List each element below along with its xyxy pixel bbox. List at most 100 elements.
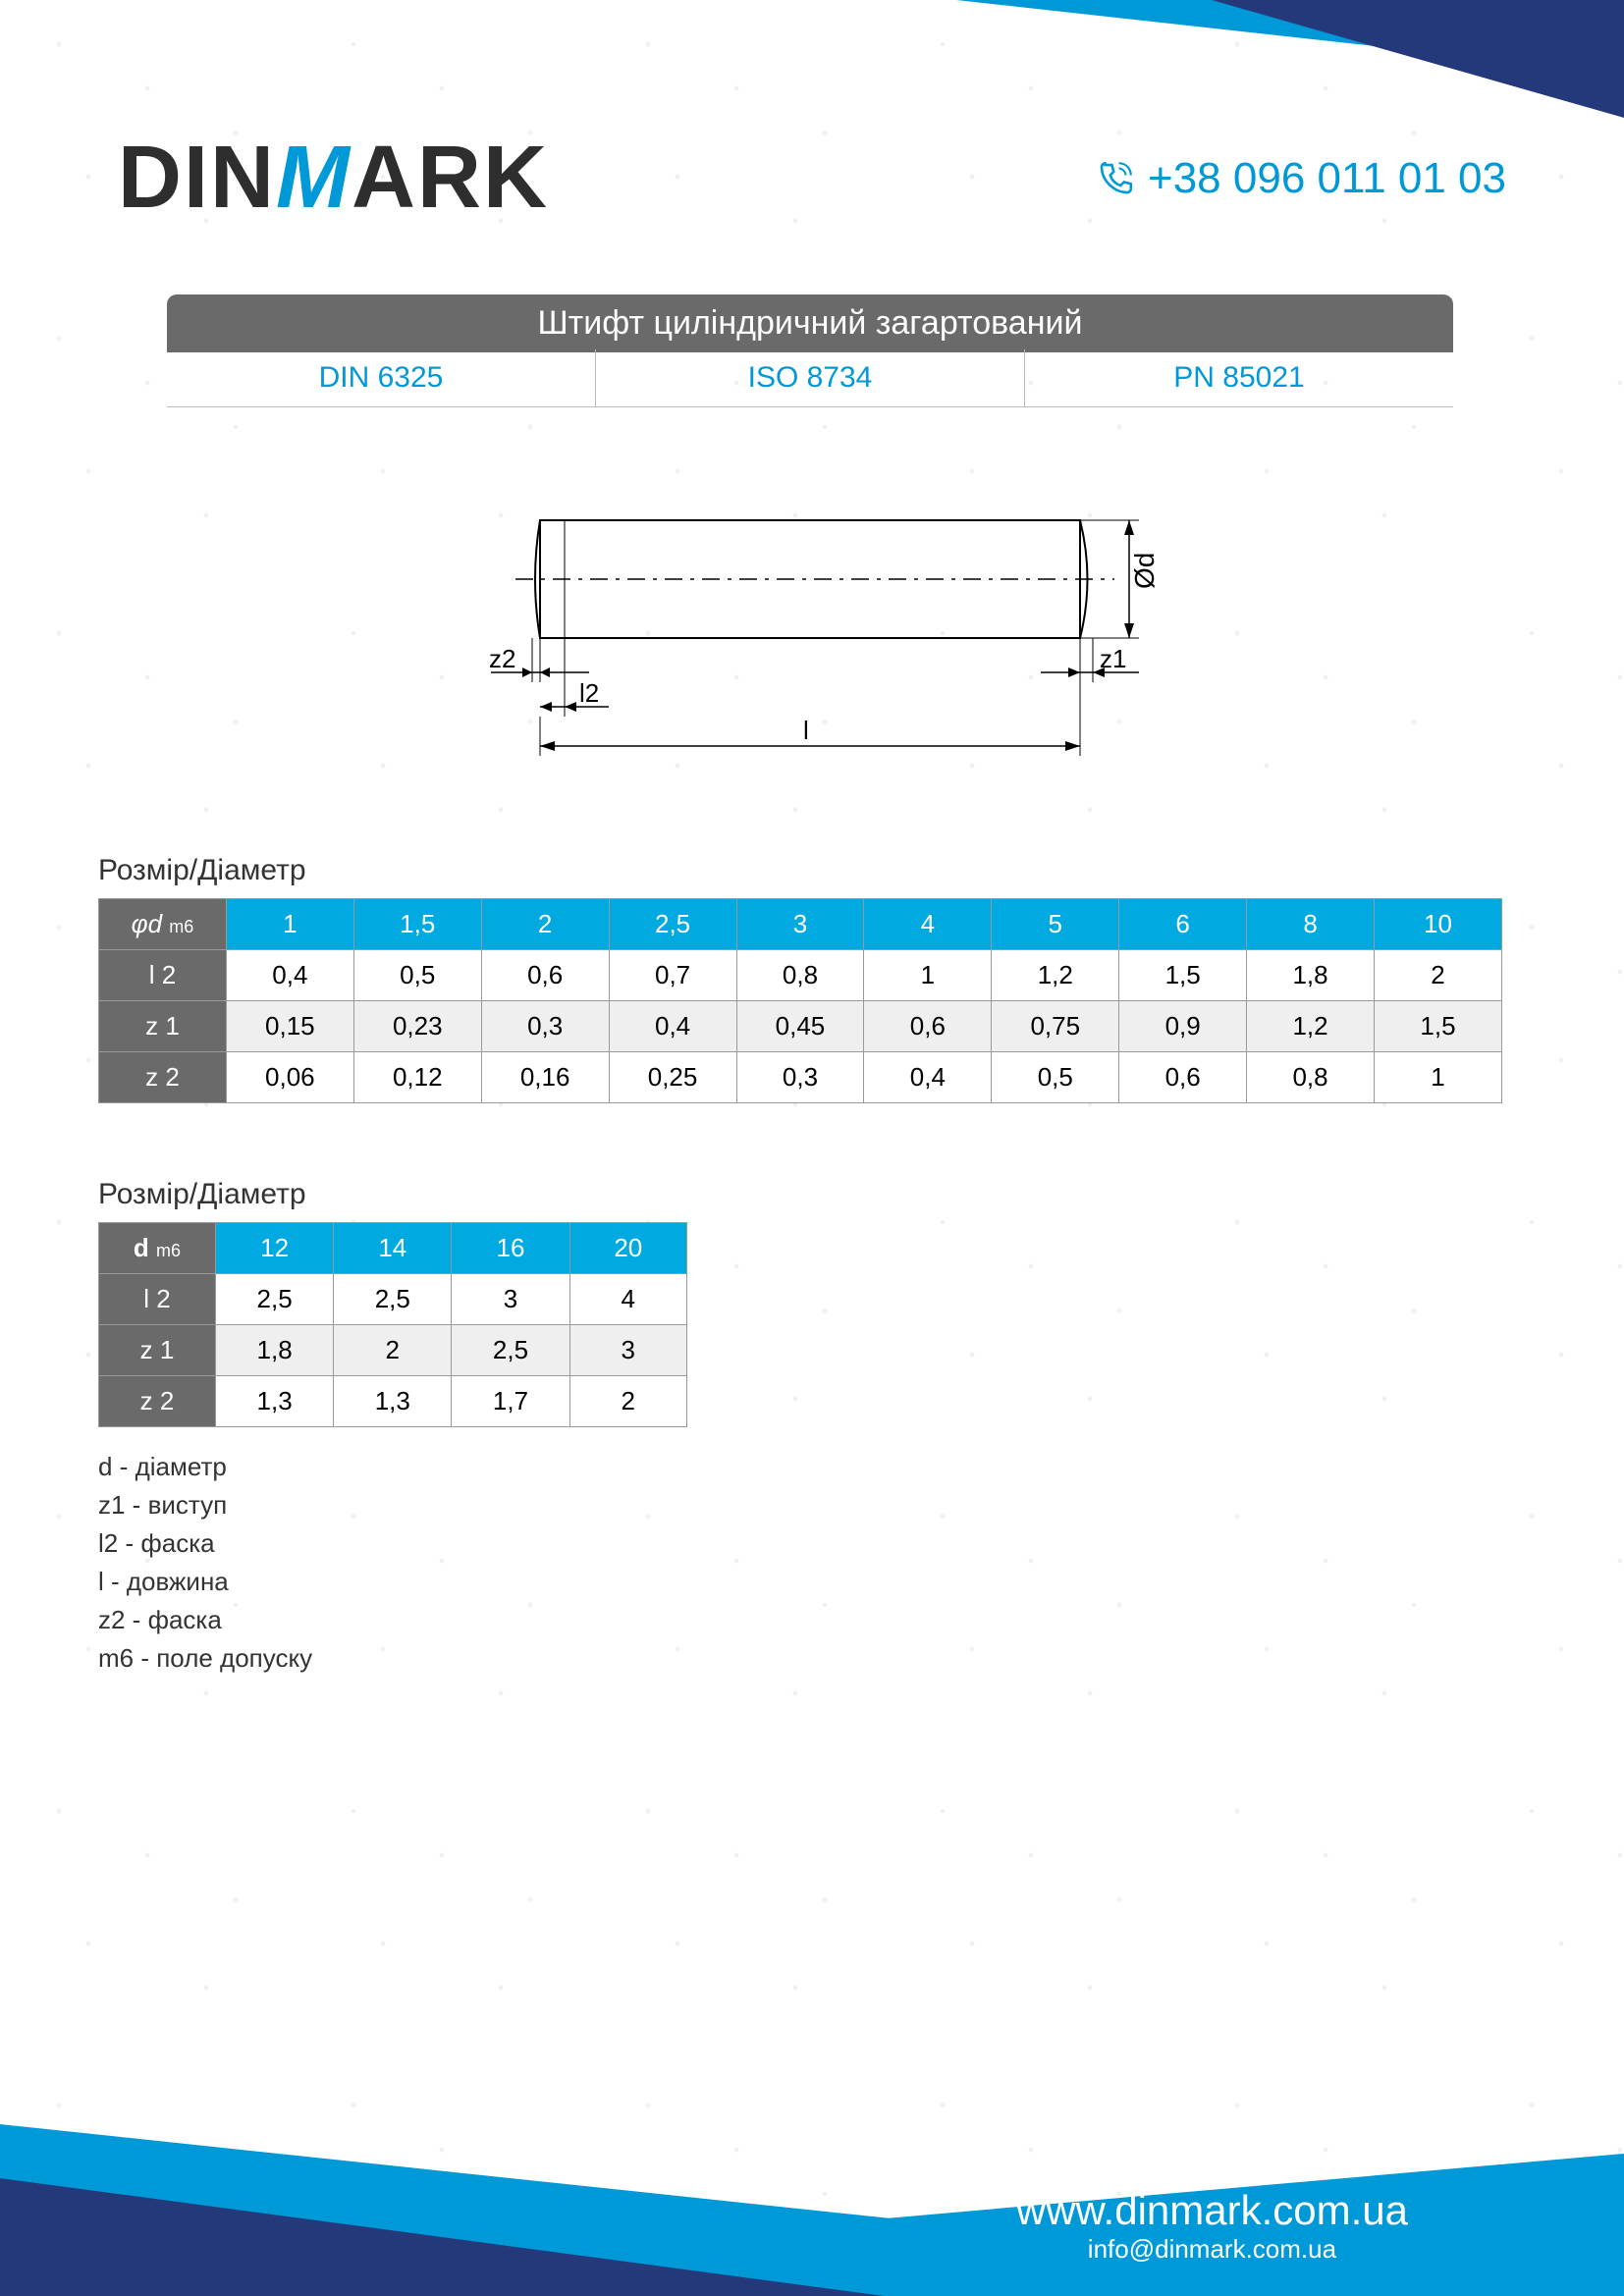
table-cell: 0,23 <box>353 1001 481 1052</box>
legend-line: d - діаметр <box>98 1448 312 1486</box>
table-cell: 3 <box>452 1274 569 1325</box>
header-cell-diameter: 10 <box>1375 899 1502 950</box>
row-label: z 1 <box>99 1001 227 1052</box>
table-row: l 2 0,4 0,5 0,6 0,7 0,8 1 1,2 1,5 1,8 2 <box>99 950 1502 1001</box>
footer: www.dinmark.com.ua info@dinmark.com.ua <box>1016 2187 1408 2265</box>
table-cell: 0,15 <box>226 1001 353 1052</box>
table-cell: 0,3 <box>481 1001 609 1052</box>
footer-email: info@dinmark.com.ua <box>1016 2234 1408 2265</box>
table-cell: 0,25 <box>609 1052 736 1103</box>
table-cell: 4 <box>569 1274 686 1325</box>
header-cell-diameter: 5 <box>992 899 1119 950</box>
section-label-1: Розмір/Діаметр <box>98 854 306 887</box>
legend-line: l - довжина <box>98 1563 312 1601</box>
header: DINMARK +38 096 011 01 03 <box>118 128 1506 229</box>
table-cell: 0,9 <box>1119 1001 1247 1052</box>
table-cell: 2,5 <box>334 1274 452 1325</box>
section-label-2: Розмір/Діаметр <box>98 1178 306 1211</box>
table-cell: 1,2 <box>1247 1001 1375 1052</box>
row-label: l 2 <box>99 1274 216 1325</box>
table-row: z 1 0,15 0,23 0,3 0,4 0,45 0,6 0,75 0,9 … <box>99 1001 1502 1052</box>
table-row: l 2 2,5 2,5 3 4 <box>99 1274 687 1325</box>
table-cell: 0,8 <box>736 950 864 1001</box>
standard-pn: PN 85021 <box>1025 349 1453 407</box>
header-cell-param: φd m6 <box>99 899 227 950</box>
decor-top-triangle-dark <box>1212 0 1624 118</box>
dimensions-table-1: φd m6 1 1,5 2 2,5 3 4 5 6 8 10 l 2 0,4 0… <box>98 898 1502 1103</box>
table-row: z 2 0,06 0,12 0,16 0,25 0,3 0,4 0,5 0,6 … <box>99 1052 1502 1103</box>
diagram-label-d: Ød <box>1129 553 1160 589</box>
table-cell: 3 <box>569 1325 686 1376</box>
header-cell-diameter: 12 <box>216 1223 334 1274</box>
standard-din: DIN 6325 <box>167 349 595 407</box>
header-cell-diameter: 14 <box>334 1223 452 1274</box>
header-cell-diameter: 1,5 <box>353 899 481 950</box>
header-cell-diameter: 2,5 <box>609 899 736 950</box>
header-cell-diameter: 1 <box>226 899 353 950</box>
phone: +38 096 011 01 03 <box>1095 154 1506 203</box>
table-cell: 1,8 <box>216 1325 334 1376</box>
header-cell-diameter: 8 <box>1247 899 1375 950</box>
legend-line: l2 - фаска <box>98 1524 312 1563</box>
table-cell: 0,6 <box>864 1001 992 1052</box>
legend-line: z2 - фаска <box>98 1601 312 1639</box>
diagram-label-l2: l2 <box>579 678 599 708</box>
table-row-header: d m6 12 14 16 20 <box>99 1223 687 1274</box>
header-cell-diameter: 16 <box>452 1223 569 1274</box>
logo: DINMARK <box>118 128 549 229</box>
table-cell: 2,5 <box>452 1325 569 1376</box>
table-row: z 1 1,8 2 2,5 3 <box>99 1325 687 1376</box>
legend-line: z1 - виступ <box>98 1486 312 1524</box>
decor-bottom-triangle-dark <box>0 2178 884 2296</box>
table-cell: 0,5 <box>353 950 481 1001</box>
legend-line: m6 - поле допуску <box>98 1639 312 1678</box>
logo-text-m: M <box>276 129 352 227</box>
table-cell: 0,75 <box>992 1001 1119 1052</box>
table-cell: 0,4 <box>609 1001 736 1052</box>
table-cell: 2,5 <box>216 1274 334 1325</box>
table-cell: 2 <box>1375 950 1502 1001</box>
table-cell: 0,8 <box>1247 1052 1375 1103</box>
dimensions-table-2: d m6 12 14 16 20 l 2 2,5 2,5 3 4 z 1 1,8… <box>98 1222 687 1427</box>
table-cell: 0,4 <box>864 1052 992 1103</box>
standards-row: DIN 6325 ISO 8734 PN 85021 <box>167 349 1453 407</box>
row-label: l 2 <box>99 950 227 1001</box>
table-row-header: φd m6 1 1,5 2 2,5 3 4 5 6 8 10 <box>99 899 1502 950</box>
table-cell: 1,5 <box>1375 1001 1502 1052</box>
header-cell-param: d m6 <box>99 1223 216 1274</box>
technical-diagram: Ød z1 z2 l2 l <box>412 461 1218 795</box>
legend: d - діаметр z1 - виступ l2 - фаска l - д… <box>98 1448 312 1678</box>
header-cell-diameter: 20 <box>569 1223 686 1274</box>
table-cell: 1,2 <box>992 950 1119 1001</box>
phone-icon <box>1095 158 1136 199</box>
table-cell: 1 <box>864 950 992 1001</box>
header-cell-diameter: 4 <box>864 899 992 950</box>
table-cell: 0,12 <box>353 1052 481 1103</box>
logo-text-pre: DIN <box>118 129 276 227</box>
table-cell: 0,3 <box>736 1052 864 1103</box>
table-cell: 0,45 <box>736 1001 864 1052</box>
header-cell-diameter: 2 <box>481 899 609 950</box>
table-cell: 0,5 <box>992 1052 1119 1103</box>
table-cell: 1,5 <box>1119 950 1247 1001</box>
standard-iso: ISO 8734 <box>596 349 1024 407</box>
phone-text: +38 096 011 01 03 <box>1148 154 1506 203</box>
logo-text-post: ARK <box>352 129 549 227</box>
footer-url: www.dinmark.com.ua <box>1016 2187 1408 2234</box>
table-cell: 1 <box>1375 1052 1502 1103</box>
header-cell-diameter: 3 <box>736 899 864 950</box>
table-cell: 0,6 <box>481 950 609 1001</box>
diagram-label-l: l <box>803 716 809 745</box>
table-cell: 0,6 <box>1119 1052 1247 1103</box>
table-cell: 1,8 <box>1247 950 1375 1001</box>
table-cell: 0,06 <box>226 1052 353 1103</box>
header-cell-diameter: 6 <box>1119 899 1247 950</box>
row-label: z 2 <box>99 1376 216 1427</box>
table-cell: 1,7 <box>452 1376 569 1427</box>
diagram-label-z2: z2 <box>489 644 515 673</box>
table-cell: 1,3 <box>216 1376 334 1427</box>
diagram-label-z1: z1 <box>1100 644 1126 673</box>
table-row: z 2 1,3 1,3 1,7 2 <box>99 1376 687 1427</box>
table-cell: 0,16 <box>481 1052 609 1103</box>
table-cell: 1,3 <box>334 1376 452 1427</box>
